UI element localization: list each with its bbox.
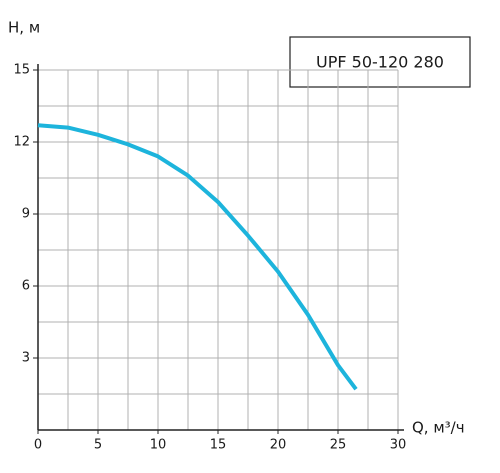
y-tick-label: 15 (13, 63, 30, 78)
y-tick-label: 12 (13, 135, 30, 150)
x-tick-label: 0 (34, 438, 42, 453)
pump-curve (37, 123, 358, 391)
annotation: UPF 50-120 280 (316, 53, 444, 72)
y-tick-label: 6 (22, 279, 30, 294)
x-axis-label: Q, м³/ч (412, 419, 465, 437)
x-tick-label: 30 (390, 438, 407, 453)
y-tick-label: 3 (22, 351, 30, 366)
x-tick-label: 25 (330, 438, 347, 453)
annotation-box (289, 36, 471, 88)
x-tick-label: 15 (210, 438, 227, 453)
x-tick-label: 10 (150, 438, 167, 453)
x-tick-label: 5 (94, 438, 102, 453)
y-tick-label: 9 (22, 207, 30, 222)
y-axis-label: H, м (8, 19, 40, 37)
x-tick-label: 20 (270, 438, 287, 453)
